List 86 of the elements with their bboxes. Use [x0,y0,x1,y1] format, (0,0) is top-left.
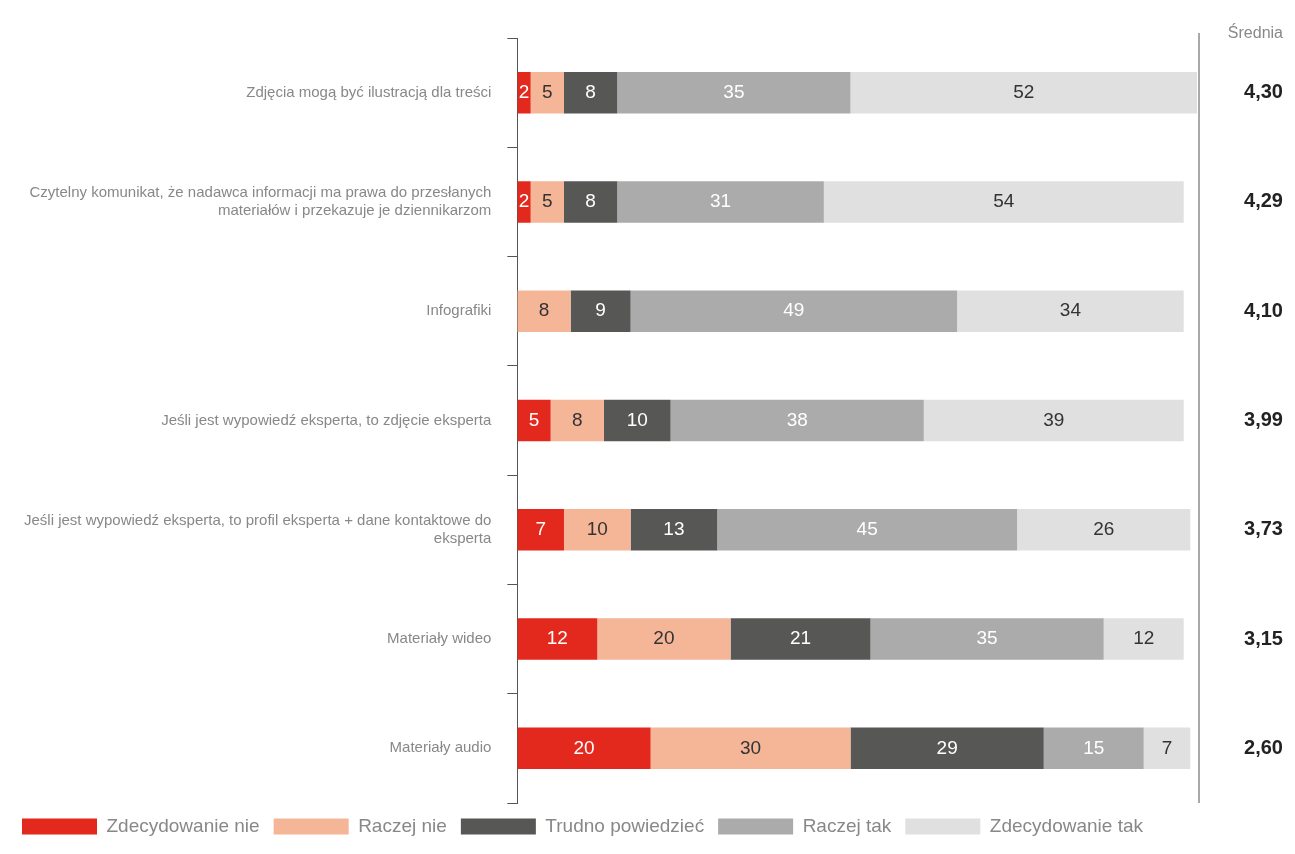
bar [563,71,618,114]
data-label: 45 [856,518,878,540]
bar [650,727,851,770]
bar [730,618,871,660]
data-label: 8 [585,80,596,102]
data-label: 7 [535,518,546,540]
data-label: 2 [518,80,530,102]
text: 3,73 [1244,517,1283,540]
data-label: 26 [1093,518,1115,540]
text: 3,15 [1244,626,1283,649]
bar [530,181,564,223]
data-label: 5 [542,190,553,212]
data-label: 30 [739,736,762,758]
data-label: 10 [586,518,608,540]
data-label: 35 [976,627,998,649]
text: 3,99 [1244,408,1283,431]
data-label: 10 [626,408,648,430]
y-tick-label: Materiały wideo [387,629,492,647]
bar [517,399,551,442]
bar [1017,509,1191,551]
data-label: 39 [1043,408,1065,430]
y-tick-label: Zdjęcia mogą być ilustracją dla treści [246,82,492,100]
y-tick-label: Infografiki [426,301,492,319]
legend-label: Trudno powiedzieć [545,814,705,836]
bar [630,509,718,551]
data-label: 38 [786,408,808,430]
bar [517,618,598,660]
data-label: 8 [572,408,583,430]
bar [563,181,618,223]
bar [1043,727,1144,770]
bar [597,618,731,660]
bar [603,399,671,442]
bar [850,727,1044,770]
bar [1143,727,1191,770]
data-label: 8 [538,299,550,321]
data-label: 5 [542,80,553,102]
legend-label: Zdecydowanie tak [989,814,1144,836]
bar [517,727,651,770]
bar [630,290,958,332]
data-label: 5 [528,408,540,430]
text: Średnia [1227,23,1284,42]
data-label: 7 [1161,736,1173,758]
legend-label: Raczej nie [358,814,447,836]
bar [530,71,564,114]
data-label: 9 [595,299,606,321]
bar [870,618,1104,660]
bar [617,71,851,114]
bar [570,290,631,332]
data-label: 49 [783,299,805,321]
y-tick-label: Czytelny komunikat, że nadawca informacji ma prawa do przesłanych materiałów i przekazuje je dziennikarzom [29,183,492,219]
bar [550,399,604,442]
data-label: 12 [1133,627,1155,649]
text: 4,10 [1244,298,1283,321]
bar [1103,618,1184,660]
data-label: 29 [936,736,958,758]
y-tick-label: Jeśli jest wypowiedź eksperta, to zdjęcie eksperta [161,410,492,428]
data-label: 8 [585,190,596,212]
legend-label: Raczej tak [802,814,892,836]
data-label: 13 [663,518,685,540]
text: 4,30 [1244,80,1283,103]
legend-label: Zdecydowanie nie [106,814,260,836]
data-label: 54 [993,190,1015,212]
bar [957,290,1184,332]
bar [617,181,824,223]
bar [670,399,924,442]
data-label: 52 [1013,80,1035,102]
bar [823,181,1184,223]
y-tick-label: Materiały audio [389,738,492,756]
data-label: 21 [789,627,812,649]
bar [563,509,631,551]
data-label: 20 [573,736,595,758]
text: 2,60 [1244,735,1283,758]
bar [517,509,564,551]
data-label: 2 [518,190,530,212]
data-label: 31 [710,190,732,212]
data-label: 35 [723,80,745,102]
data-label: 12 [546,627,568,649]
bar [517,290,571,332]
data-label: 34 [1059,299,1082,321]
data-label: 20 [653,627,675,649]
bar [717,509,1018,551]
text: 4,29 [1244,189,1283,212]
bar [850,71,1197,114]
bar [923,399,1184,442]
y-tick-label: Jeśli jest wypowiedź eksperta, to profil eksperta + dane kontaktowe do eksperta [23,510,492,546]
data-label: 15 [1083,736,1105,758]
